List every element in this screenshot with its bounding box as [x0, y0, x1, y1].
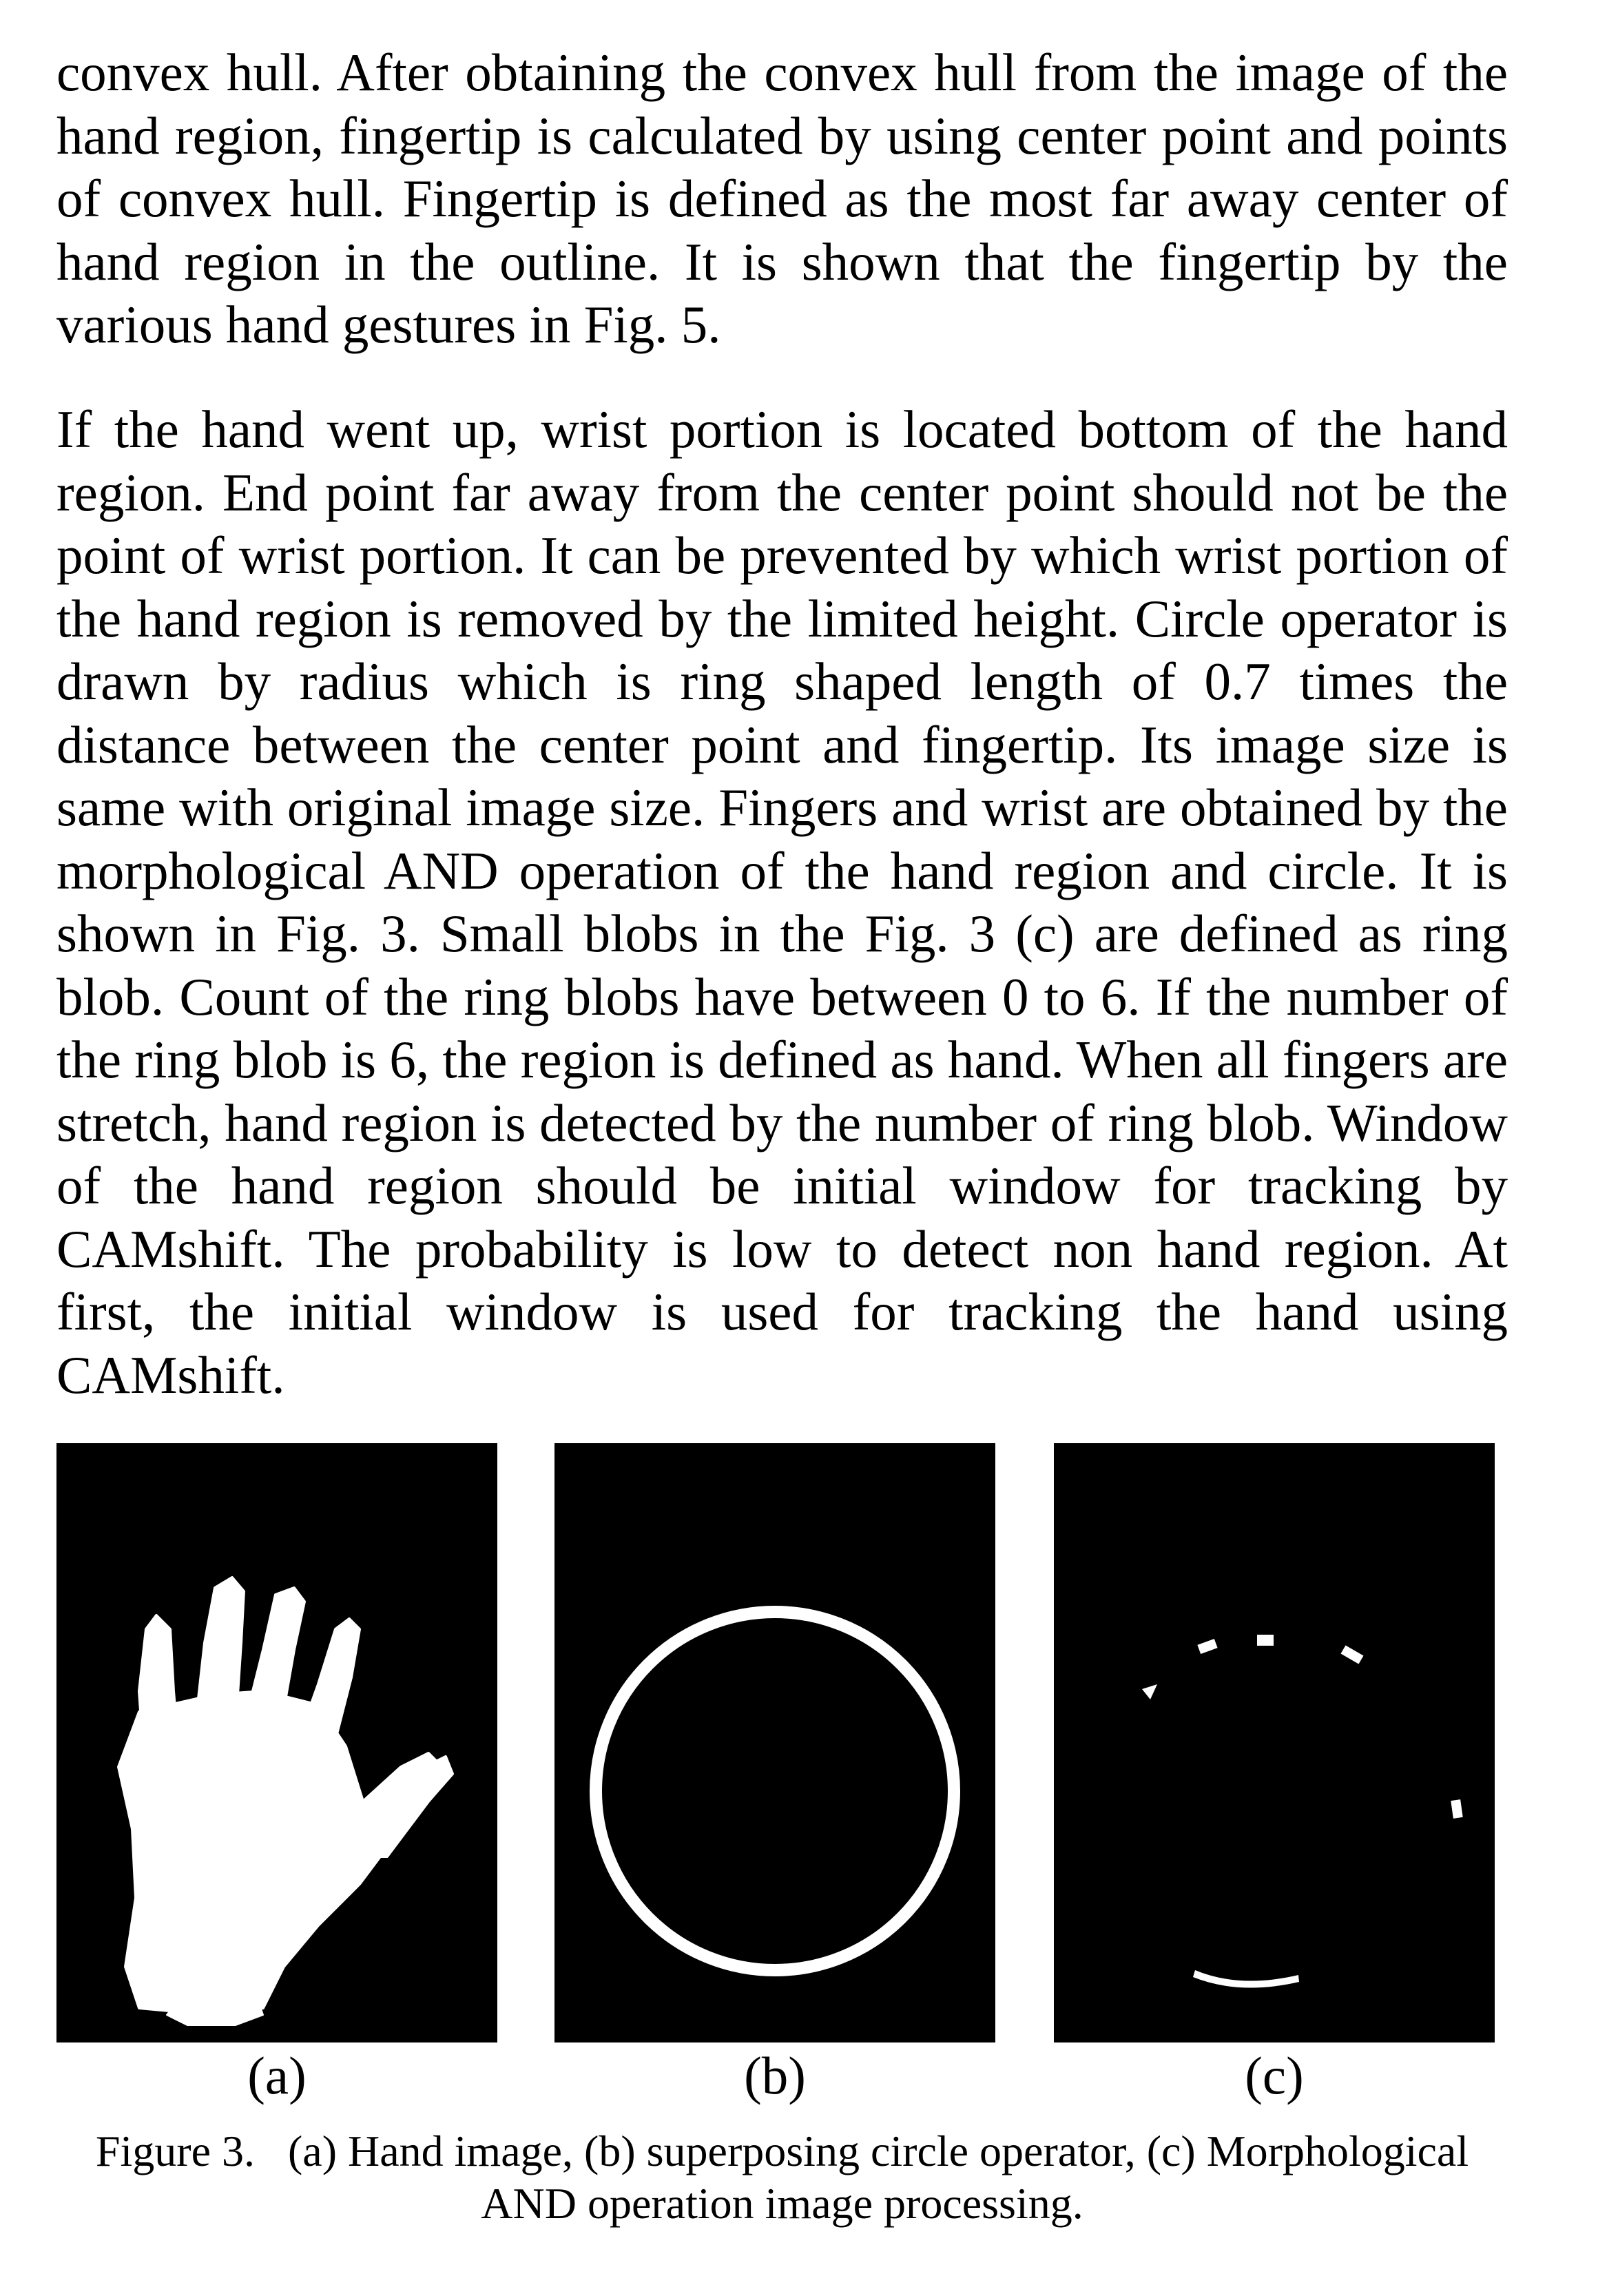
figure-panel-c — [1054, 1443, 1495, 2042]
circle-operator-image — [554, 1443, 995, 2042]
ring-blob-6 — [1193, 1970, 1299, 1988]
body-paragraph-1: convex hull. After obtaining the convex … — [56, 43, 1508, 354]
figure-panel-b — [554, 1443, 995, 2042]
figure-caption: Figure 3. (a) Hand image, (b) superposin… — [56, 2125, 1508, 2230]
panel-label-b: (b) — [744, 2046, 806, 2105]
ring-blob-5 — [1451, 1799, 1463, 1819]
hand-image — [56, 1443, 497, 2042]
hand-silhouette — [117, 1576, 454, 2026]
ring-blob-2 — [1197, 1638, 1218, 1655]
panel-label-a: (a) — [247, 2046, 307, 2105]
figure-panel-a — [56, 1443, 497, 2042]
and-operation-image — [1054, 1443, 1495, 2042]
figure-caption-line-2: AND operation image processing. — [481, 2179, 1083, 2228]
circle-operator-ring — [590, 1606, 960, 1976]
ring-blobs — [1142, 1635, 1463, 1988]
body-paragraph-2: If the hand went up, wrist portion is lo… — [56, 400, 1508, 1405]
ring-blob-4 — [1340, 1645, 1364, 1664]
figure-caption-line-1: Figure 3. (a) Hand image, (b) superposin… — [95, 2127, 1469, 2175]
ring-blob-3 — [1257, 1635, 1274, 1646]
panel-c-background — [1054, 1443, 1495, 2042]
panel-b-background — [554, 1443, 995, 2042]
ring-blob-1 — [1142, 1684, 1157, 1699]
panel-label-c: (c) — [1245, 2046, 1304, 2105]
